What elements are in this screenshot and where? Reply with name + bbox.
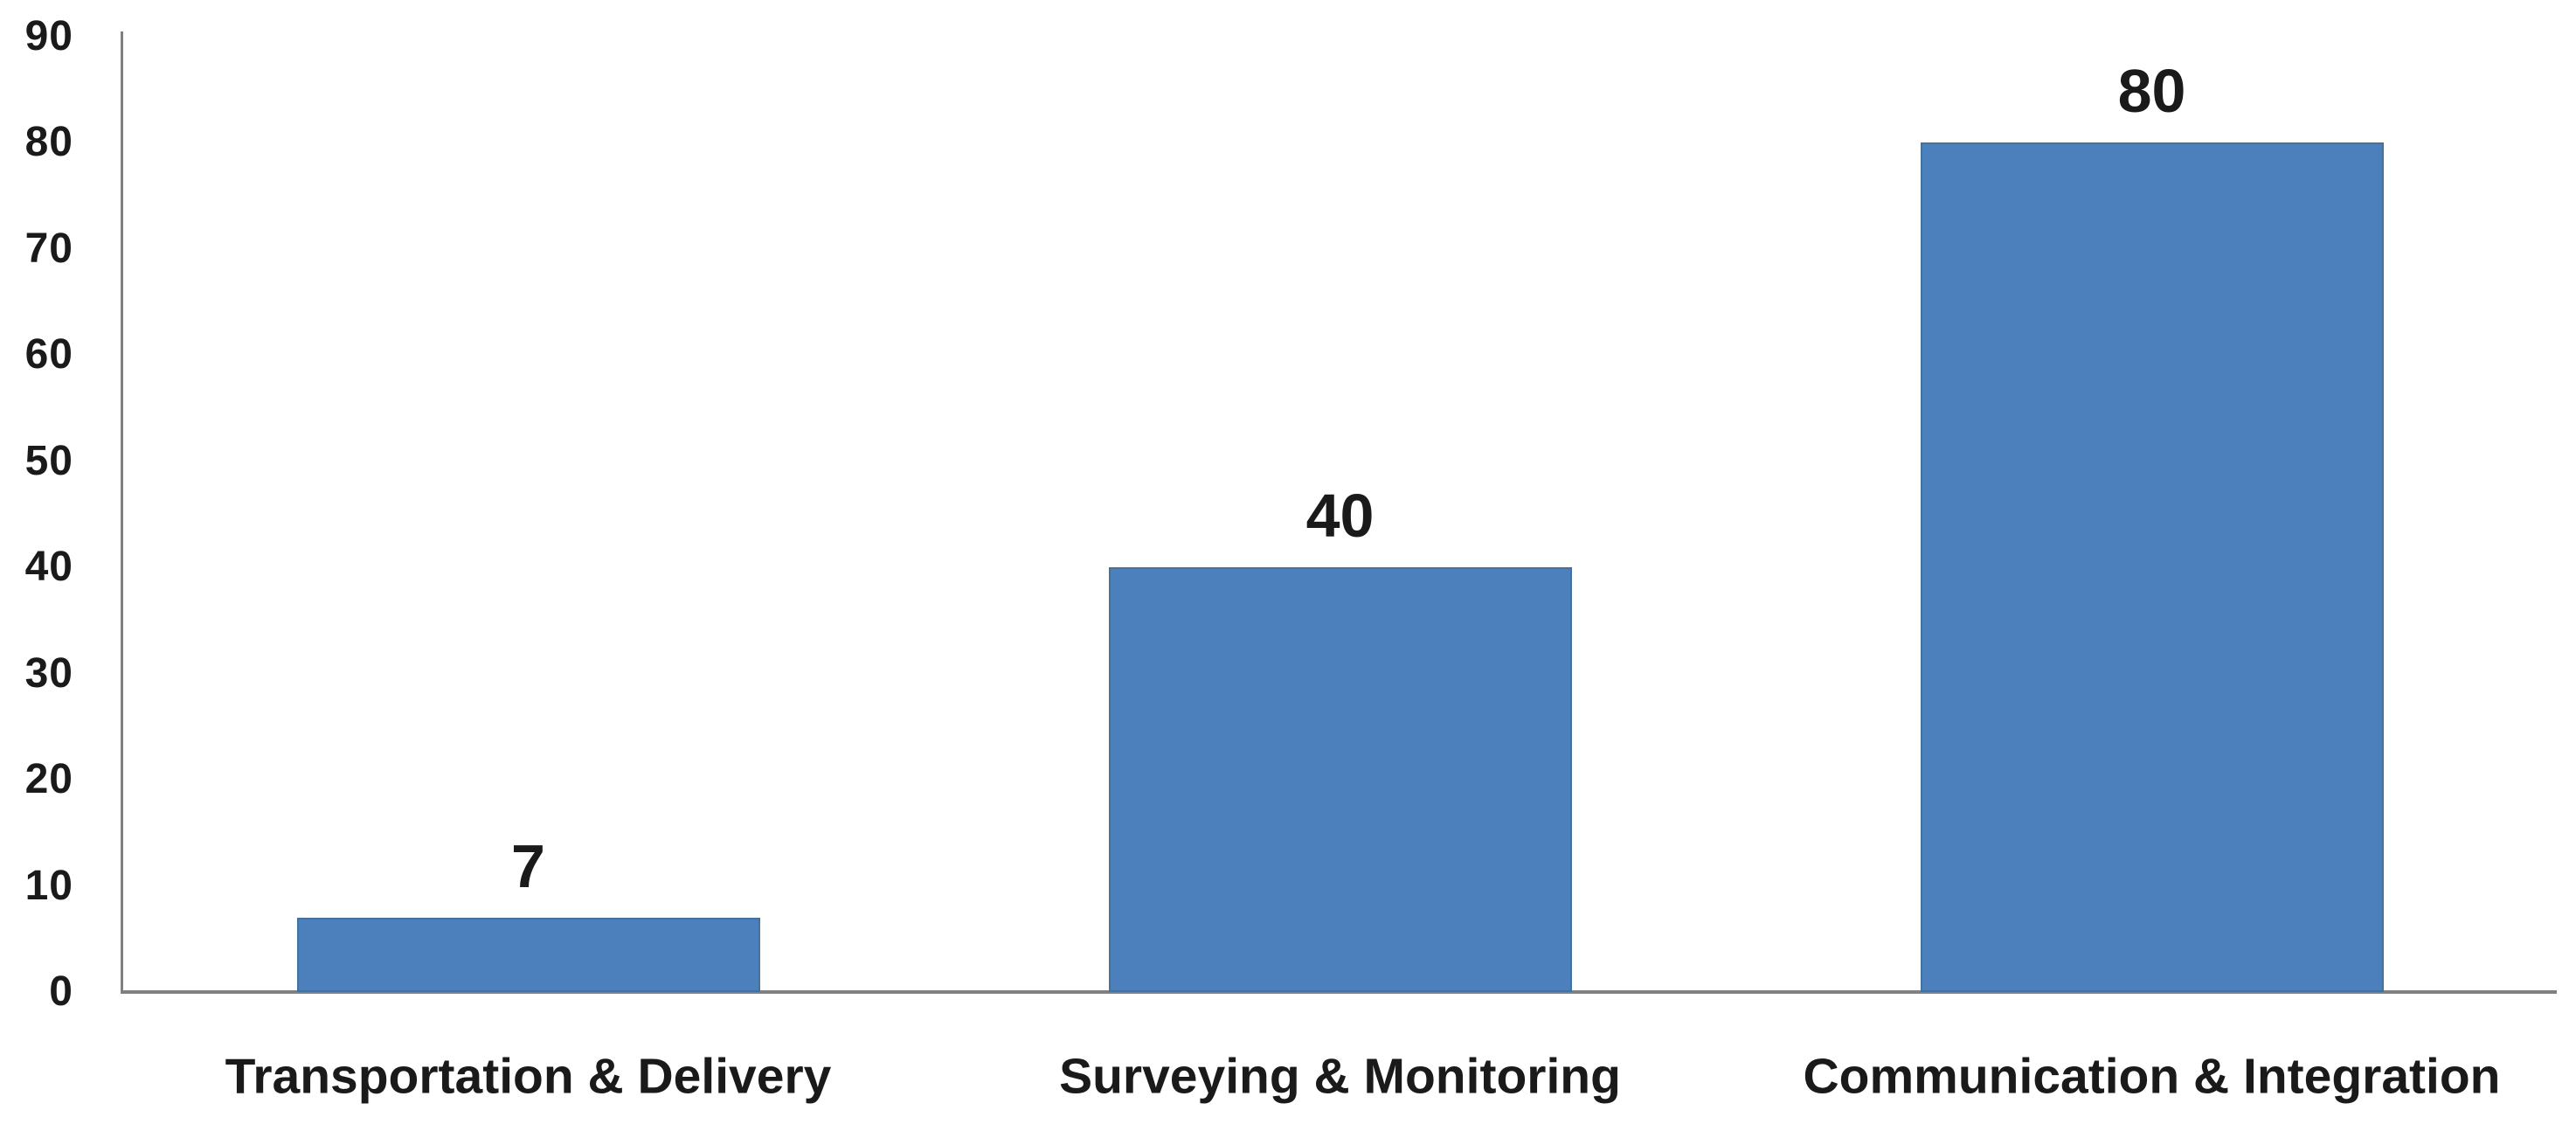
y-tick-label: 20 [24,756,73,802]
y-tick-label: 10 [24,862,73,909]
y-tick-label: 50 [24,437,73,484]
y-tick-label: 60 [24,331,73,378]
data-label: 40 [1305,482,1375,550]
y-tick-label: 0 [49,968,73,1015]
bar-0 [297,918,760,992]
bar-1 [1109,567,1572,992]
x-axis-line [121,990,2557,994]
y-tick-label: 90 [24,12,73,59]
data-label: 7 [511,832,545,900]
category-label: Transportation & Delivery [225,1048,832,1105]
category-label: Surveying & Monitoring [1059,1048,1621,1105]
bar-2 [1921,142,2384,992]
category-label: Communication & Integration [1803,1048,2501,1105]
data-label: 80 [2117,57,2186,125]
y-tick-label: 40 [24,544,73,590]
y-axis-line [121,31,123,994]
y-tick-label: 70 [24,225,73,272]
y-tick-label: 80 [24,119,73,165]
y-tick-label: 30 [24,649,73,697]
